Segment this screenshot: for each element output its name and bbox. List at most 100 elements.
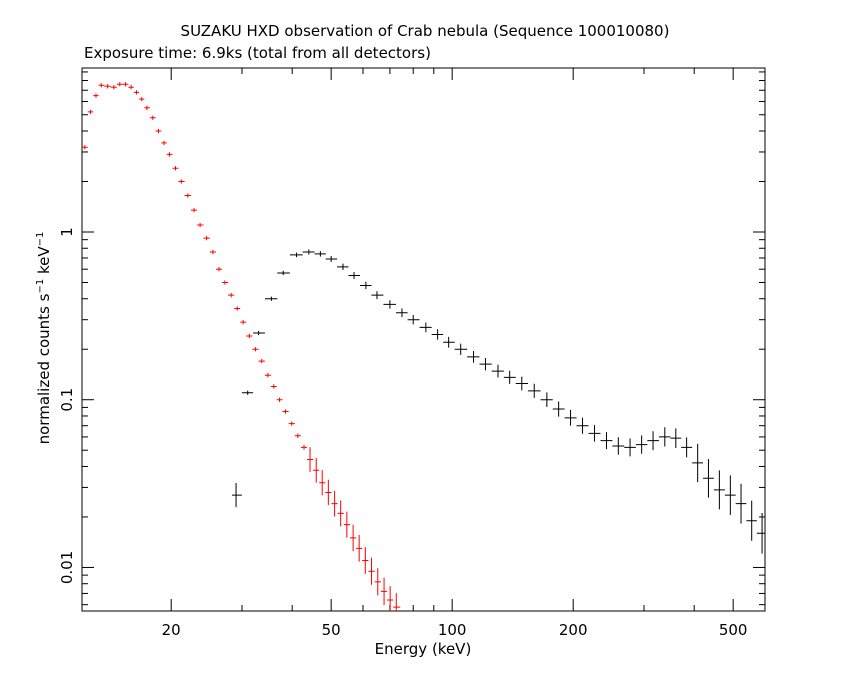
data-point [110, 85, 117, 90]
data-point [93, 93, 99, 98]
data-point [635, 435, 648, 454]
data-point [155, 128, 162, 134]
data-point [139, 96, 145, 102]
data-point [149, 115, 156, 120]
data-point [203, 235, 210, 241]
data-point [624, 438, 636, 457]
data-point [172, 166, 179, 171]
data-point [670, 428, 682, 448]
chart-subtitle: Exposure time: 6.9ks (total from all det… [84, 44, 431, 62]
data-point [166, 152, 173, 157]
data-point [270, 384, 277, 389]
data-point [325, 256, 338, 262]
y-axis-label-exponent-1: −1 [35, 278, 46, 294]
data-point [258, 358, 265, 364]
data-point [407, 315, 420, 325]
data-point [588, 425, 601, 442]
data-point [343, 511, 350, 538]
data-point [491, 364, 504, 378]
data-point [692, 443, 704, 483]
data-point [431, 329, 444, 340]
data-point [319, 470, 326, 496]
data-point [314, 251, 326, 257]
data-point [362, 547, 369, 574]
data-point [600, 432, 613, 450]
data-point [515, 376, 529, 391]
data-point [503, 370, 516, 384]
data-point [681, 437, 693, 458]
data-point [359, 281, 372, 290]
data-point [282, 409, 289, 414]
data-point [374, 568, 381, 596]
x-tick-label: 20 [162, 621, 181, 639]
data-point [178, 179, 185, 184]
data-point [337, 500, 344, 527]
data-point [228, 293, 235, 298]
data-point [325, 479, 332, 506]
data-point [540, 392, 553, 408]
data-point [612, 437, 625, 455]
data-point [756, 512, 765, 554]
data-point [190, 207, 198, 213]
data-point [116, 82, 123, 87]
chart-title: SUZAKU HXD observation of Crab nebula (S… [180, 22, 670, 40]
data-point [307, 447, 314, 472]
x-tick-label: 500 [719, 621, 748, 639]
data-point [184, 193, 191, 198]
data-point [552, 401, 565, 417]
data-point [735, 483, 747, 524]
data-point [454, 343, 468, 355]
data-point [647, 431, 659, 451]
data-point [419, 322, 432, 333]
data-point [380, 577, 388, 606]
data-point [349, 524, 357, 552]
data-point [264, 373, 271, 378]
data-point [313, 457, 320, 483]
data-point [144, 105, 150, 110]
series-0-points [82, 82, 401, 611]
y-tick-label: 0.1 [58, 388, 76, 412]
data-point [98, 83, 105, 88]
data-point [576, 417, 589, 434]
y-tick-label: 0.01 [58, 551, 76, 584]
y-axis-label: normalized counts s−1 keV−1 [35, 232, 53, 445]
data-point [479, 358, 492, 371]
data-point [395, 308, 408, 318]
y-tick-label: 1 [58, 227, 76, 237]
data-point [82, 145, 88, 150]
y-axis-label-unit: keV [35, 246, 53, 279]
data-point [393, 593, 401, 611]
data-point [87, 109, 94, 115]
data-point [356, 535, 363, 562]
data-point [276, 397, 283, 402]
data-point [253, 330, 265, 336]
data-point [387, 586, 394, 611]
data-point [371, 291, 384, 300]
data-point [383, 300, 396, 309]
data-point [746, 500, 757, 541]
data-point [528, 383, 541, 398]
data-point [289, 252, 303, 258]
data-point [133, 90, 140, 95]
data-point [161, 140, 167, 146]
data-point [240, 320, 247, 325]
data-point [241, 390, 254, 395]
data-point [564, 410, 577, 426]
data-point [104, 84, 111, 89]
data-point [368, 557, 375, 585]
x-tick-label: 200 [559, 621, 588, 639]
data-point [122, 82, 129, 87]
data-point [703, 458, 714, 498]
data-point [713, 470, 725, 510]
y-axis-label-prefix: normalized counts s [35, 293, 53, 445]
x-tick-label: 100 [438, 621, 467, 639]
data-point [443, 336, 455, 348]
data-point [264, 296, 278, 301]
data-point [232, 483, 242, 508]
x-tick-label: 50 [322, 621, 341, 639]
data-point [209, 249, 216, 255]
data-point [288, 421, 295, 426]
y-axis-label-exponent-2: −1 [35, 231, 46, 247]
